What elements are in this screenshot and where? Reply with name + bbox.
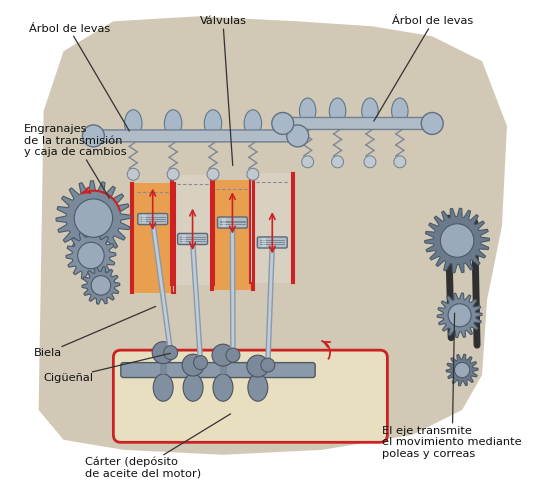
Text: Cárter (depósito
de aceite del motor): Cárter (depósito de aceite del motor) bbox=[85, 414, 230, 478]
Circle shape bbox=[302, 156, 314, 168]
Bar bbox=[250, 173, 294, 283]
Circle shape bbox=[261, 358, 275, 372]
Bar bbox=[170, 175, 214, 286]
Circle shape bbox=[364, 156, 376, 168]
Circle shape bbox=[421, 113, 443, 134]
Ellipse shape bbox=[213, 374, 233, 401]
Text: Cigüeñal: Cigüeñal bbox=[44, 353, 170, 383]
FancyBboxPatch shape bbox=[178, 233, 208, 244]
Circle shape bbox=[247, 355, 269, 377]
Circle shape bbox=[455, 362, 470, 378]
Bar bbox=[212, 175, 214, 286]
FancyBboxPatch shape bbox=[281, 117, 434, 129]
Polygon shape bbox=[446, 354, 478, 386]
Text: El eje transmite
el movimiento mediante
poleas y correas: El eje transmite el movimiento mediante … bbox=[382, 313, 522, 459]
Bar bbox=[291, 173, 294, 283]
Bar bbox=[252, 180, 254, 291]
Bar bbox=[131, 183, 175, 293]
FancyBboxPatch shape bbox=[138, 213, 168, 224]
Ellipse shape bbox=[248, 374, 268, 401]
Ellipse shape bbox=[153, 374, 173, 401]
Circle shape bbox=[287, 125, 309, 147]
Text: Árbol de levas: Árbol de levas bbox=[374, 17, 473, 121]
Circle shape bbox=[448, 304, 471, 327]
Bar bbox=[210, 180, 213, 291]
Circle shape bbox=[268, 240, 276, 248]
Circle shape bbox=[394, 156, 406, 168]
Polygon shape bbox=[82, 267, 120, 304]
Bar bbox=[221, 218, 226, 226]
Ellipse shape bbox=[244, 110, 261, 137]
Circle shape bbox=[331, 156, 344, 168]
Ellipse shape bbox=[204, 110, 221, 137]
Circle shape bbox=[440, 224, 474, 258]
FancyBboxPatch shape bbox=[92, 130, 300, 142]
Circle shape bbox=[207, 168, 219, 180]
FancyBboxPatch shape bbox=[218, 217, 248, 228]
Bar bbox=[172, 183, 175, 293]
Polygon shape bbox=[437, 293, 482, 338]
Circle shape bbox=[164, 346, 178, 360]
Circle shape bbox=[127, 168, 139, 180]
Circle shape bbox=[226, 348, 240, 362]
Ellipse shape bbox=[183, 374, 203, 401]
Circle shape bbox=[272, 113, 294, 134]
Ellipse shape bbox=[164, 110, 182, 137]
Bar bbox=[131, 183, 133, 293]
Polygon shape bbox=[425, 208, 490, 273]
Circle shape bbox=[229, 220, 236, 228]
Bar bbox=[261, 238, 265, 246]
Circle shape bbox=[189, 236, 196, 244]
PathPatch shape bbox=[39, 17, 507, 455]
Text: Engranajes
de la transmisión
y caja de cambios: Engranajes de la transmisión y caja de c… bbox=[24, 124, 127, 198]
Polygon shape bbox=[66, 230, 116, 281]
Ellipse shape bbox=[329, 98, 346, 124]
Text: Biela: Biela bbox=[34, 307, 155, 358]
Ellipse shape bbox=[392, 98, 408, 124]
Bar bbox=[182, 235, 186, 243]
Ellipse shape bbox=[300, 98, 316, 124]
Ellipse shape bbox=[362, 98, 378, 124]
Circle shape bbox=[149, 216, 157, 224]
Text: Válvulas: Válvulas bbox=[199, 17, 246, 165]
Ellipse shape bbox=[124, 110, 142, 137]
Circle shape bbox=[212, 344, 234, 366]
Circle shape bbox=[83, 125, 104, 147]
Circle shape bbox=[182, 354, 204, 376]
FancyBboxPatch shape bbox=[113, 350, 387, 442]
Circle shape bbox=[152, 342, 174, 364]
Text: Árbol de levas: Árbol de levas bbox=[29, 24, 129, 131]
Polygon shape bbox=[56, 181, 131, 256]
Circle shape bbox=[194, 356, 208, 370]
FancyBboxPatch shape bbox=[121, 363, 315, 378]
Bar bbox=[210, 180, 254, 291]
Circle shape bbox=[247, 168, 259, 180]
Circle shape bbox=[167, 168, 179, 180]
Circle shape bbox=[91, 276, 110, 295]
Circle shape bbox=[74, 199, 113, 237]
Bar bbox=[170, 175, 173, 286]
Circle shape bbox=[78, 242, 104, 269]
Bar bbox=[142, 215, 146, 223]
FancyBboxPatch shape bbox=[258, 237, 287, 248]
Bar bbox=[250, 173, 253, 283]
